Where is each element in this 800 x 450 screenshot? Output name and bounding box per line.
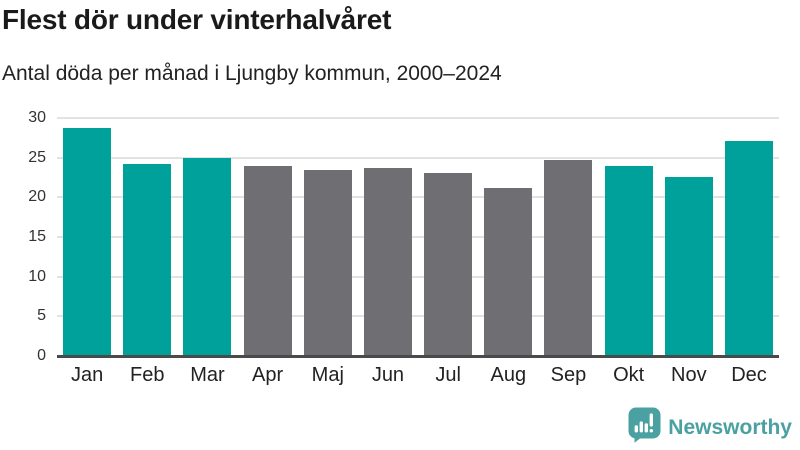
y-tick-label-30: 30 [28,109,46,126]
x-tick-label-apr: Apr [252,364,284,386]
bar-nov [664,176,713,356]
bar-apr [243,166,292,356]
newsworthy-wordmark: Newsworthy [668,415,792,439]
bar-sep [544,160,593,356]
bar-slot-okt [599,118,659,356]
y-tick-label-0: 0 [37,347,46,364]
x-tick-label-okt: Okt [613,364,645,386]
gridline-y25 [57,156,779,159]
gridline-y15 [57,236,779,238]
bar-slot-jul [418,118,478,356]
bar-aug [484,187,533,356]
page-title: Flest dör under vinterhalvåret [2,4,392,35]
bar-jan [63,127,112,356]
x-tick-label-mar: Mar [190,364,225,386]
x-axis-labels: Jan Feb Mar Apr Maj Jun Jul Aug Sep Okt Nov Dec [57,364,779,387]
bar-mar [183,158,232,356]
bar-slot-dec [719,118,779,356]
x-tick-label-sep: Sep [550,364,587,386]
bar-slot-jun [358,118,418,356]
x-axis-line [57,355,779,358]
bar-slot-mar [177,118,237,356]
x-tick-label-aug: Aug [490,364,527,386]
bar-maj [303,169,352,356]
bar-series [57,118,779,356]
chart-subtitle: Antal döda per månad i Ljungby kommun, 2… [2,62,502,85]
bar-okt [604,165,653,356]
gridline-y5 [57,315,779,318]
x-tick-label-jun: Jun [371,364,405,386]
y-tick-label-5: 5 [37,307,46,325]
x-tick-label-maj: Maj [311,364,344,386]
bar-feb [123,164,172,356]
bar-slot-maj [298,118,358,356]
bar-slot-nov [659,118,719,356]
bar-slot-feb [117,118,177,356]
bar-slot-apr [238,118,298,356]
x-tick-label-nov: Nov [671,364,707,386]
newsworthy-chart-bubble-icon [628,407,661,448]
plot-area: 0 5 10 15 20 25 30 [28,110,779,364]
gridline-y20 [57,196,779,199]
newsworthy-logo: Newsworthy [628,407,792,448]
y-tick-label-15: 15 [28,228,46,245]
bar-slot-aug [478,118,538,356]
x-tick-label-jul: Jul [435,364,461,386]
bar-slot-jan [57,118,117,356]
bar-jun [363,167,412,356]
gridline-y10 [57,275,779,278]
y-tick-label-25: 25 [28,148,46,166]
bar-slot-sep [538,118,598,356]
y-tick-label-20: 20 [28,188,46,206]
bar-dec [724,141,773,356]
x-tick-label-feb: Feb [130,364,165,386]
x-tick-label-dec: Dec [731,364,767,386]
y-tick-label-10: 10 [28,267,46,285]
bar-jul [424,172,473,356]
x-tick-label-jan: Jan [70,364,104,386]
gridline-y30 [57,117,779,119]
